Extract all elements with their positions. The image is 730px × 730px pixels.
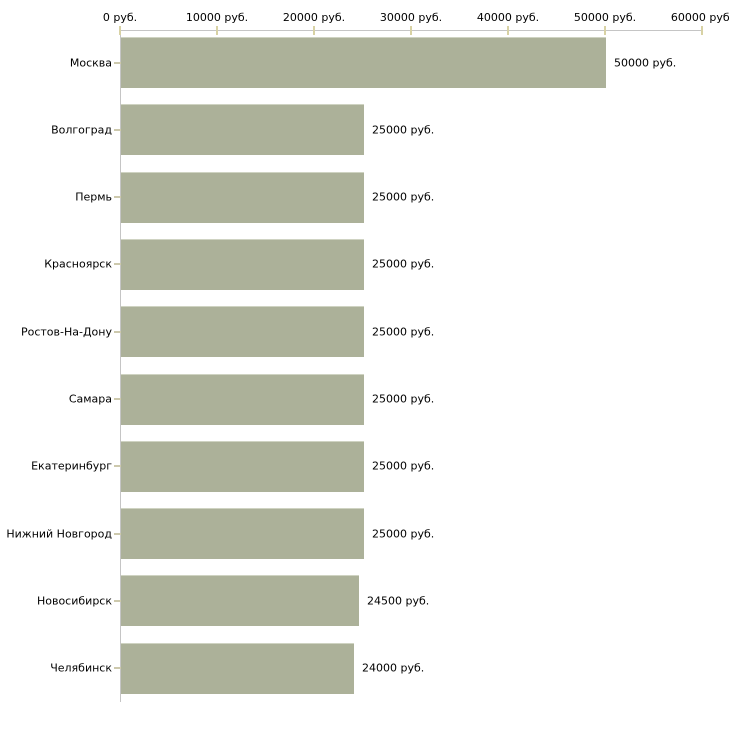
x-axis-tick bbox=[313, 26, 315, 35]
x-axis-tick-label: 40000 руб. bbox=[476, 11, 540, 24]
category-tick bbox=[114, 465, 121, 468]
category-tick bbox=[114, 398, 121, 400]
bar-value-label: 50000 руб. bbox=[614, 56, 677, 69]
category-label: Москва bbox=[69, 56, 112, 69]
category-tick bbox=[114, 667, 121, 670]
category-tick bbox=[114, 532, 121, 535]
x-axis-tick bbox=[604, 26, 606, 35]
x-axis-tick-label: 50000 руб. bbox=[573, 11, 637, 24]
category-label: Новосибирск bbox=[36, 594, 112, 608]
bar-value-label: 24000 руб. bbox=[362, 661, 425, 675]
bar bbox=[121, 306, 364, 358]
category-tick bbox=[114, 330, 121, 333]
x-axis-tick bbox=[507, 26, 509, 35]
x-axis-tick-label: 0 руб. bbox=[102, 11, 138, 24]
bar bbox=[121, 373, 364, 425]
y-axis-line bbox=[120, 30, 121, 702]
x-axis-tick bbox=[701, 26, 703, 35]
category-label: Волгоград bbox=[51, 123, 112, 137]
bar-value-label: 25000 руб. bbox=[372, 392, 435, 406]
category-label: Красноярск bbox=[44, 257, 112, 271]
category-label: Челябинск bbox=[50, 661, 112, 675]
category-label: Самара bbox=[68, 392, 112, 406]
bar-value-label: 25000 руб. bbox=[372, 325, 435, 339]
category-tick bbox=[114, 61, 121, 64]
bar-value-label: 24500 руб. bbox=[367, 594, 430, 608]
bar bbox=[121, 171, 364, 223]
bar-value-label: 25000 руб. bbox=[372, 123, 435, 137]
bar-value-label: 25000 руб. bbox=[372, 459, 435, 473]
bar-value-label: 25000 руб. bbox=[372, 257, 435, 271]
bar-value-label: 25000 руб. bbox=[372, 190, 435, 204]
bar bbox=[121, 642, 354, 694]
category-tick bbox=[114, 263, 121, 266]
category-label: Екатеринбург bbox=[31, 459, 112, 473]
x-axis-tick bbox=[216, 26, 218, 35]
x-axis-tick-label: 60000 руб. bbox=[670, 11, 730, 24]
bar bbox=[121, 575, 359, 627]
x-axis-tick bbox=[119, 26, 121, 35]
category-label: Нижний Новгород bbox=[6, 527, 112, 541]
category-label: Ростов-На-Дону bbox=[20, 325, 112, 339]
x-axis-tick bbox=[410, 26, 412, 35]
bar bbox=[121, 440, 364, 492]
x-axis-tick-label: 20000 руб. bbox=[282, 11, 346, 24]
bar bbox=[121, 508, 364, 560]
bar bbox=[121, 37, 606, 88]
bar bbox=[121, 238, 364, 290]
x-axis-tick-label: 10000 руб. bbox=[185, 11, 249, 24]
category-tick bbox=[114, 599, 121, 602]
bar-value-label: 25000 руб. bbox=[372, 527, 435, 541]
category-tick bbox=[114, 196, 121, 199]
x-axis-tick-label: 30000 руб. bbox=[379, 11, 443, 24]
category-tick bbox=[114, 128, 121, 131]
bar bbox=[121, 104, 364, 156]
category-label: Пермь bbox=[75, 190, 112, 204]
